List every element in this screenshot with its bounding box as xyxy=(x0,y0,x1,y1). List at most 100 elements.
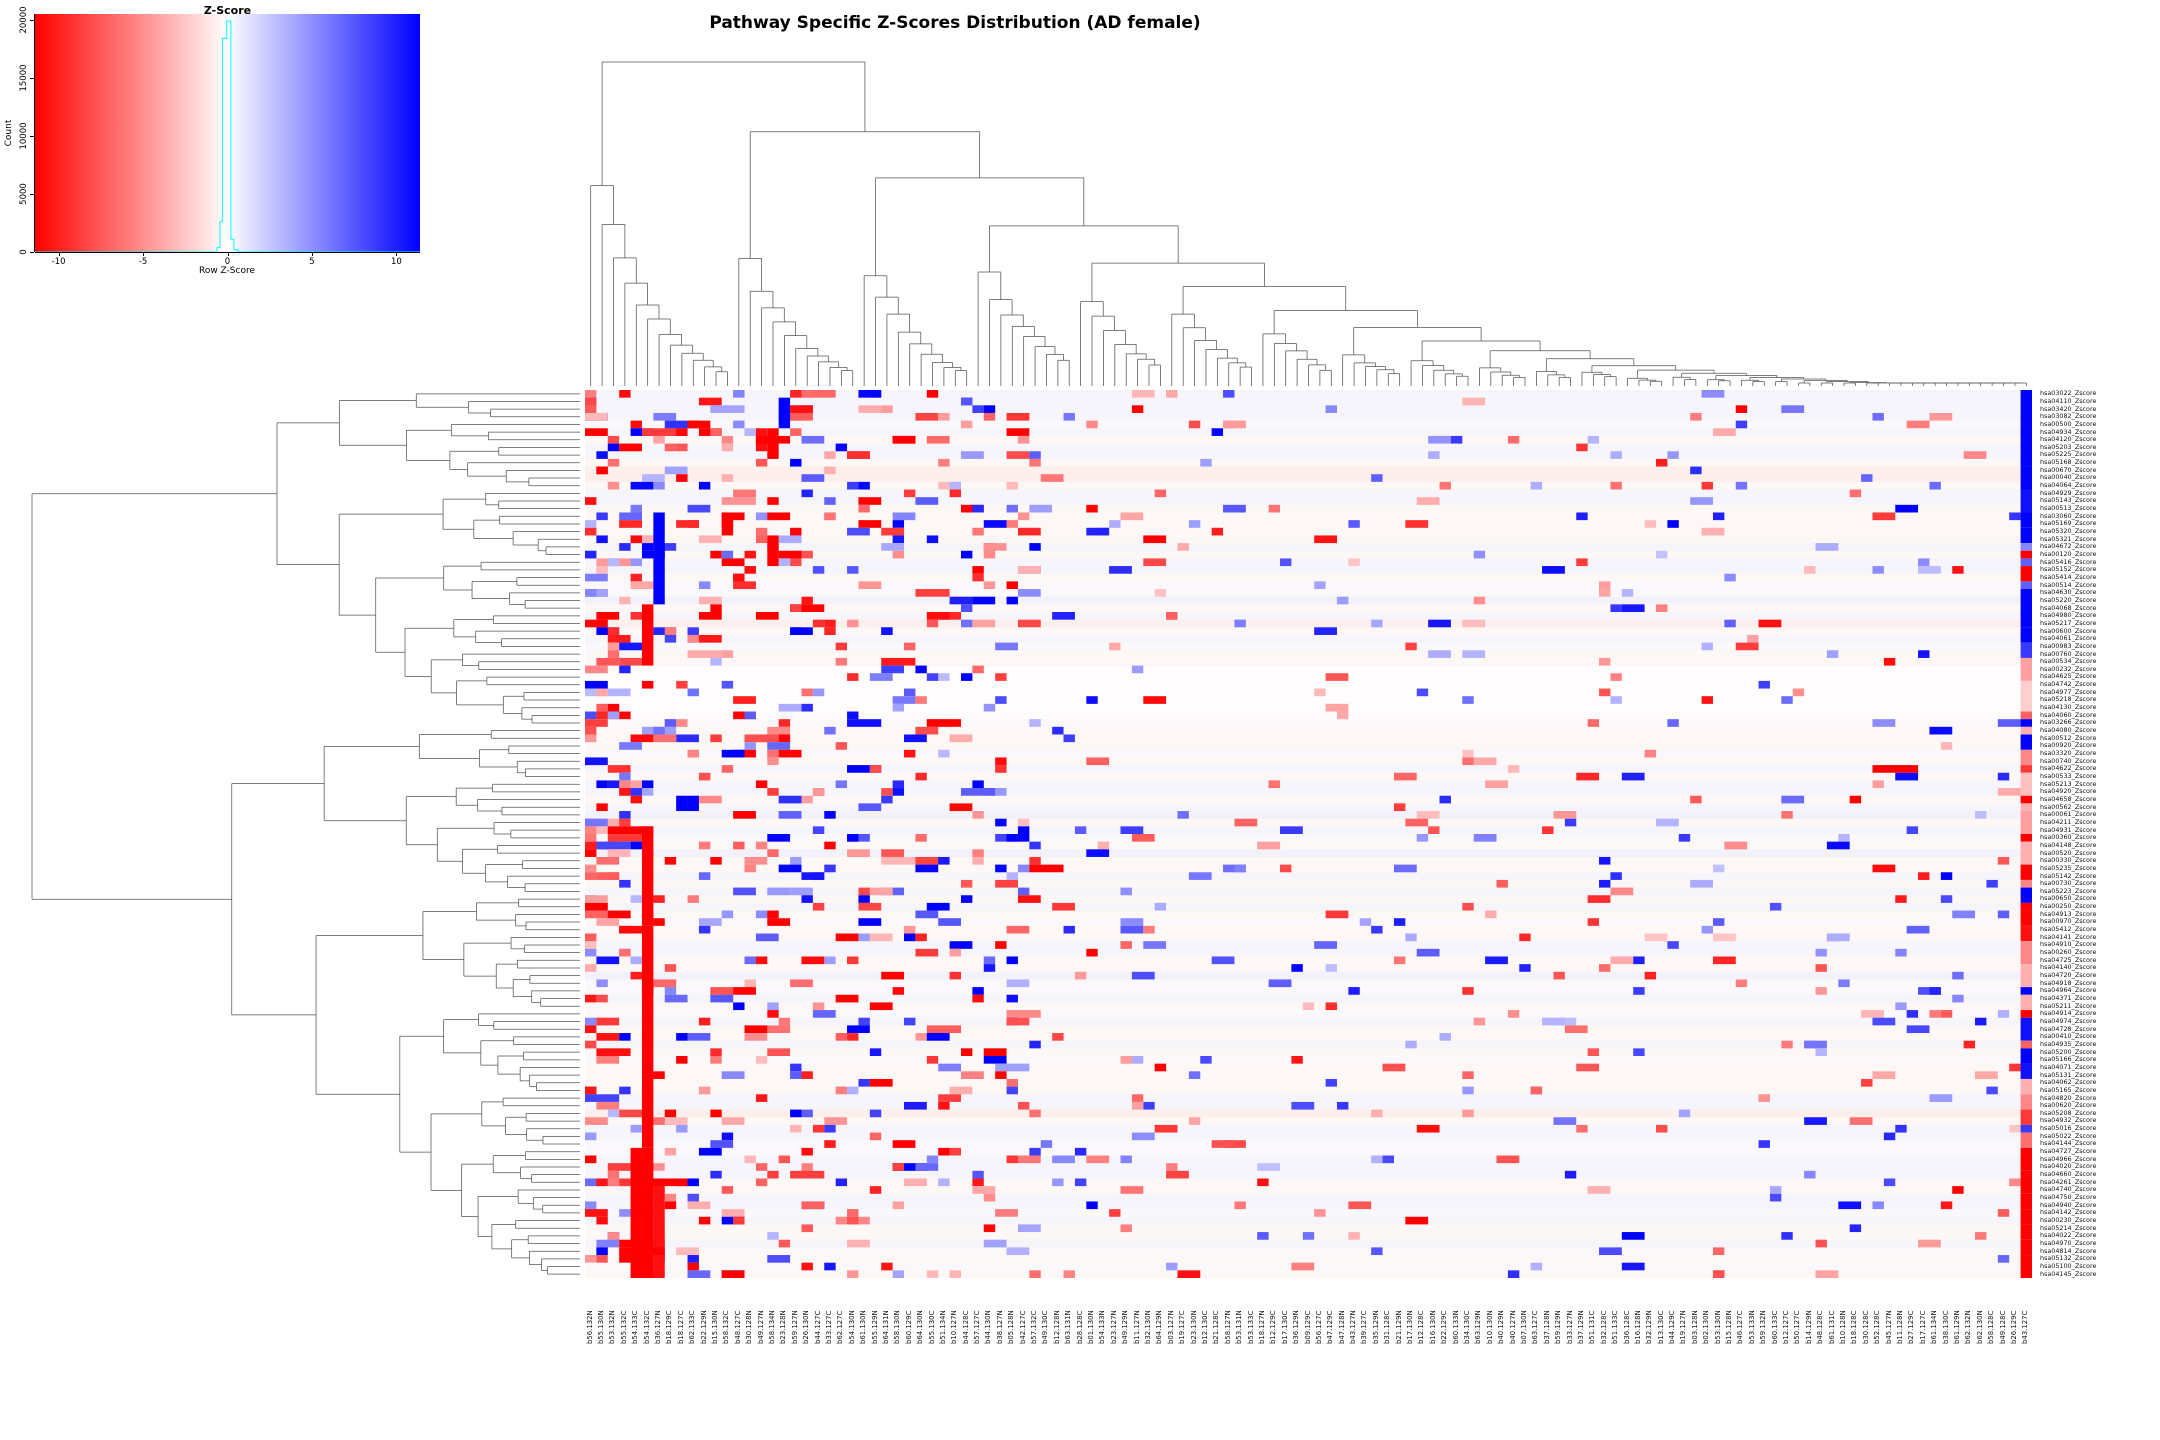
row-label: hsa04914_Zscore xyxy=(2040,1009,2097,1018)
row-label: hsa00920_Zscore xyxy=(2040,741,2097,750)
column-label: b26.130N xyxy=(802,1310,811,1344)
column-label: b54.132C xyxy=(642,1310,651,1344)
column-label: b23.128N xyxy=(779,1310,788,1344)
column-label: b59.127N xyxy=(790,1310,799,1344)
row-label: hsa05022_Zscore xyxy=(2040,1131,2097,1140)
column-label: b49.127N xyxy=(756,1310,765,1344)
tick-mark xyxy=(30,252,34,253)
column-label: b60.133C xyxy=(1770,1310,1779,1344)
color-key-xaxis-label: Row Z-Score xyxy=(198,266,256,276)
column-label: b22.129N xyxy=(699,1310,708,1344)
row-label: hsa05321_Zscore xyxy=(2040,534,2097,543)
row-label: hsa05416_Zscore xyxy=(2040,557,2097,566)
column-label: b18.129C xyxy=(665,1310,674,1344)
tick-mark xyxy=(34,14,35,252)
column-label: b55.132C xyxy=(619,1310,628,1344)
column-label: b30.128C xyxy=(1861,1310,1870,1344)
column-label: b53.133C xyxy=(1246,1310,1255,1344)
row-label: hsa00230_Zscore xyxy=(2040,1215,2097,1224)
column-label: b60.129C xyxy=(904,1310,913,1344)
column-label: b63.127C xyxy=(1531,1310,1540,1344)
column-label: b58.132C xyxy=(722,1310,731,1344)
color-key-gradient xyxy=(35,14,420,252)
column-label: b28.128C xyxy=(1075,1310,1084,1344)
row-label: hsa00120_Zscore xyxy=(2040,549,2097,558)
row-label: hsa05142_Zscore xyxy=(2040,871,2097,880)
column-label: b55.130N xyxy=(597,1310,606,1344)
column-label: b16.128N xyxy=(1633,1310,1642,1344)
column-label: b17.127C xyxy=(1918,1310,1927,1344)
column-label: b18.128C xyxy=(1850,1310,1859,1344)
column-label: b53.130N xyxy=(1713,1310,1722,1344)
row-label: hsa03420_Zscore xyxy=(2040,404,2097,413)
column-label: b01.130N xyxy=(1087,1310,1096,1344)
row-label: hsa05100_Zscore xyxy=(2040,1261,2097,1270)
column-label: b23.130N xyxy=(1189,1310,1198,1344)
heatmap-notable-blocks xyxy=(596,390,2032,1278)
column-label: b46.127C xyxy=(1736,1310,1745,1344)
row-label: hsa04142_Zscore xyxy=(2040,1208,2097,1217)
column-label: b37.129N xyxy=(1576,1310,1585,1344)
column-label: b61.134N xyxy=(1930,1310,1939,1344)
row-label: hsa03060_Zscore xyxy=(2040,511,2097,520)
row-label: hsa00410_Zscore xyxy=(2040,1032,2097,1041)
row-label: hsa05203_Zscore xyxy=(2040,442,2097,451)
column-label: b14.129N xyxy=(1804,1310,1813,1344)
row-label: hsa04820_Zscore xyxy=(2040,1093,2097,1102)
column-label: b35.129N xyxy=(1371,1310,1380,1344)
column-label: b07.130N xyxy=(1519,1310,1528,1344)
row-label: hsa04935_Zscore xyxy=(2040,1039,2097,1048)
row-label: hsa05166_Zscore xyxy=(2040,1055,2097,1064)
row-label: hsa04966_Zscore xyxy=(2040,1154,2097,1163)
column-label: b36.127N xyxy=(654,1310,663,1344)
column-label: b57.127C xyxy=(973,1310,982,1344)
tick-mark xyxy=(30,193,34,195)
column-label: b16.130N xyxy=(1428,1310,1437,1344)
tick-mark xyxy=(143,252,145,256)
column-label: b49.128C xyxy=(1998,1310,2007,1344)
column-label: b44.130N xyxy=(984,1310,993,1344)
row-label: hsa03022_Zscore xyxy=(2040,389,2097,398)
column-label: b50.127C xyxy=(1793,1310,1802,1344)
tick-mark xyxy=(227,252,229,256)
column-label: b42.127C xyxy=(1018,1310,1027,1344)
column-label: b11.127N xyxy=(1132,1310,1141,1344)
column-label: b56.132N xyxy=(585,1310,594,1344)
row-label: hsa04060_Zscore xyxy=(2040,710,2097,719)
column-label: b52.128C xyxy=(1873,1310,1882,1344)
row-label: hsa00620_Zscore xyxy=(2040,1101,2097,1110)
row-label: hsa04720_Zscore xyxy=(2040,971,2097,980)
row-label: hsa00520_Zscore xyxy=(2040,848,2097,857)
column-label: b10.130N xyxy=(1485,1310,1494,1344)
column-label: b05.128N xyxy=(1007,1310,1016,1344)
color-key-y-tick: 20000 xyxy=(19,6,29,34)
row-label: hsa05016_Zscore xyxy=(2040,1124,2097,1133)
row-label: hsa05200_Zscore xyxy=(2040,1047,2097,1056)
row-label: hsa04371_Zscore xyxy=(2040,993,2097,1002)
row-label: hsa04740_Zscore xyxy=(2040,1185,2097,1194)
row-label: hsa04964_Zscore xyxy=(2040,986,2097,995)
row-label: hsa04145_Zscore xyxy=(2040,1269,2097,1278)
row-label: hsa00513_Zscore xyxy=(2040,504,2097,513)
column-label: b03.127N xyxy=(1166,1310,1175,1344)
row-label: hsa05220_Zscore xyxy=(2040,595,2097,604)
row-label: hsa04929_Zscore xyxy=(2040,488,2097,497)
column-label: b11.128N xyxy=(1895,1310,1904,1344)
column-label: b17.130N xyxy=(1406,1310,1415,1344)
row-label: hsa00250_Zscore xyxy=(2040,902,2097,911)
column-label: b39.127C xyxy=(1360,1310,1369,1344)
row-label: hsa05211_Zscore xyxy=(2040,1001,2097,1010)
row-label: hsa00533_Zscore xyxy=(2040,771,2097,780)
column-label: b03.128N xyxy=(1690,1310,1699,1344)
color-key-x-tick: -5 xyxy=(138,257,148,267)
row-label: hsa04920_Zscore xyxy=(2040,787,2097,796)
column-label: b44.129C xyxy=(1668,1310,1677,1344)
column-label: b22.129C xyxy=(1440,1310,1449,1344)
tick-mark xyxy=(30,135,34,137)
column-label: b18.127N xyxy=(1257,1310,1266,1344)
column-label: b62.130N xyxy=(1975,1310,1984,1344)
column-label: b10.128N xyxy=(1839,1310,1847,1344)
row-label: hsa00360_Zscore xyxy=(2040,833,2097,842)
row-label: hsa04630_Zscore xyxy=(2040,588,2097,597)
